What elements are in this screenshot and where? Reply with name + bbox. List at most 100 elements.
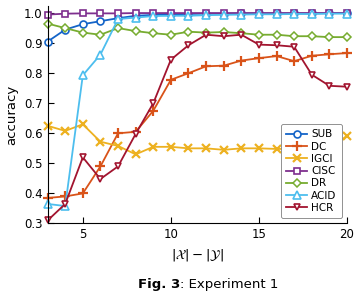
SUB [310,12,314,15]
DC [204,65,208,68]
Line: HCR: HCR [44,31,351,224]
CISC [327,11,332,15]
DR [81,31,85,35]
SUB [45,40,50,43]
IGCI [169,145,173,149]
DR [116,26,120,30]
IGCI [186,147,191,150]
CISC [98,12,103,15]
ACID [116,17,120,21]
HCR [186,43,191,47]
DR [204,31,208,35]
CISC [310,11,314,15]
CISC [151,11,156,15]
CISC [204,11,208,15]
ACID [257,12,261,16]
SUB [274,12,279,15]
IGCI [81,122,85,126]
DR [327,35,332,39]
HCR [169,58,173,61]
CISC [186,11,191,15]
Line: SUB: SUB [44,10,351,45]
SUB [204,12,208,15]
Legend: SUB, DC, IGCI, CISC, DR, ACID, HCR: SUB, DC, IGCI, CISC, DR, ACID, HCR [281,124,342,218]
HCR [98,177,103,181]
IGCI [345,134,349,137]
DC [151,109,156,112]
DC [45,196,50,200]
HCR [345,85,349,88]
CISC [81,12,85,15]
ACID [327,12,332,15]
HCR [257,43,261,46]
SUB [151,13,156,17]
CISC [239,11,243,15]
ACID [292,12,296,16]
SUB [169,12,173,16]
Text: : Experiment 1: : Experiment 1 [180,278,278,291]
DR [63,26,67,30]
SUB [345,11,349,15]
Line: DR: DR [45,20,350,40]
SUB [134,14,138,17]
DR [292,35,296,38]
Line: ACID: ACID [44,10,351,210]
CISC [221,11,226,15]
HCR [292,45,296,48]
IGCI [45,124,50,127]
ACID [345,12,349,15]
DC [169,78,173,82]
DC [327,53,332,56]
DC [257,56,261,60]
ACID [98,53,103,56]
SUB [63,28,67,31]
HCR [310,73,314,76]
Line: IGCI: IGCI [44,120,351,158]
ACID [45,202,50,206]
IGCI [134,153,138,156]
IGCI [98,140,103,143]
IGCI [63,129,67,133]
Y-axis label: accuracy: accuracy [5,84,19,145]
CISC [169,11,173,15]
HCR [151,101,156,105]
DR [151,32,156,35]
ACID [186,14,191,17]
HCR [274,43,279,47]
IGCI [310,147,314,151]
DC [134,130,138,134]
DC [345,51,349,55]
IGCI [239,147,243,150]
ACID [274,12,279,16]
DC [98,165,103,168]
DC [292,59,296,63]
IGCI [292,147,296,151]
DC [274,54,279,58]
DR [345,35,349,39]
IGCI [274,147,279,151]
ACID [63,204,67,208]
DC [116,132,120,135]
DR [169,33,173,37]
ACID [81,73,85,77]
IGCI [257,147,261,150]
DR [186,30,191,33]
SUB [116,17,120,20]
ACID [169,14,173,17]
DR [98,33,103,37]
CISC [116,12,120,15]
SUB [239,12,243,15]
HCR [327,84,332,88]
DC [310,54,314,58]
DC [63,195,67,198]
ACID [221,13,226,17]
CISC [257,11,261,15]
CISC [134,11,138,15]
DC [186,71,191,75]
ACID [204,13,208,17]
HCR [134,132,138,136]
DR [257,33,261,37]
Line: DC: DC [43,48,352,203]
SUB [98,19,103,23]
Line: CISC: CISC [45,10,350,17]
